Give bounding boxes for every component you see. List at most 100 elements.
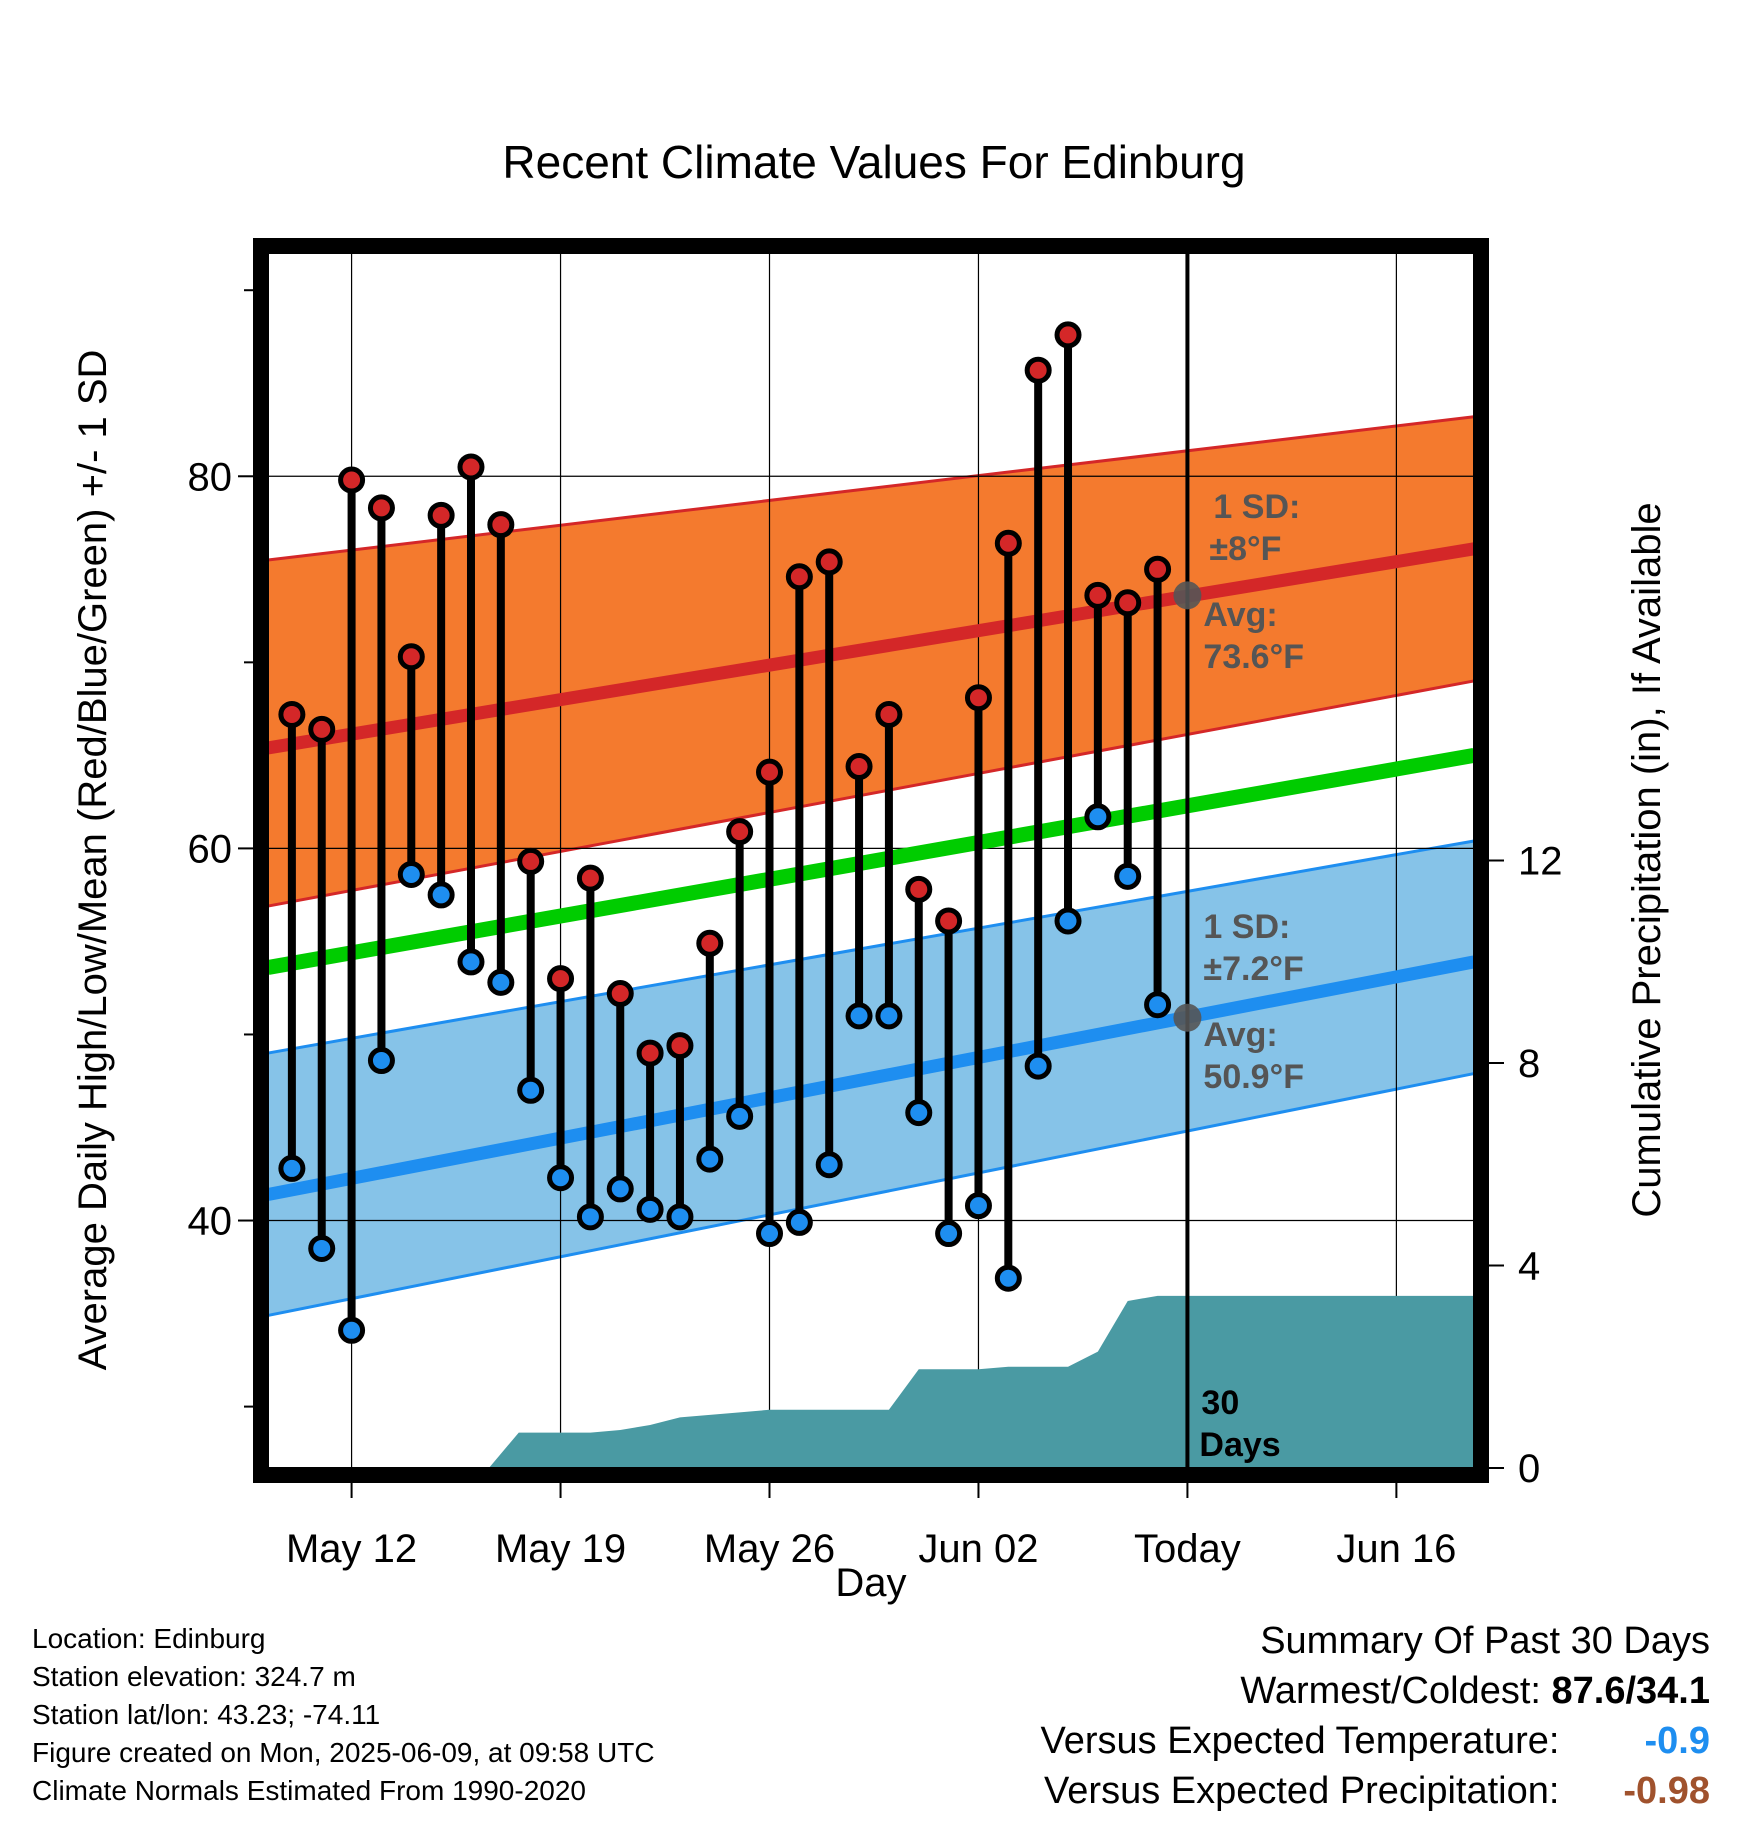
high-point [726,818,754,846]
low-point [666,1203,694,1231]
y-right-tick-label: 8 [1518,1042,1540,1086]
warm-cold-value: 87.6/34.1 [1551,1670,1710,1712]
y-left-axis-label: Average Daily High/Low/Mean (Red/Blue/Gr… [71,350,115,1371]
low-avg-label: Avg: [1203,1016,1277,1054]
high-point [756,758,784,786]
summary-warm-cold: Warmest/Coldest: 87.6/34.1 [1240,1670,1710,1713]
latlon-text: Station lat/lon: 43.23; -74.11 [32,1699,381,1730]
station-info: Location: Edinburg Station elevation: 32… [32,1620,655,1810]
low-point [547,1164,575,1192]
low-normal-line [266,955,1476,1201]
low-point [756,1220,784,1248]
observation-dots [278,321,1172,1344]
summary-title: Summary Of Past 30 Days [1260,1620,1710,1662]
low-point [726,1102,754,1130]
low-point [427,881,455,909]
y-right-tick-label: 0 [1518,1447,1540,1491]
high-point [338,466,366,494]
high-point [815,548,843,576]
x-tick-label: May 26 [704,1527,835,1571]
high-point [427,501,455,529]
y-left-tick-label: 60 [188,827,233,871]
low-point [278,1154,306,1182]
observation-stems [287,334,1162,1331]
high-avg-value: 73.6°F [1203,638,1304,676]
low-point [517,1076,545,1104]
low-point [636,1195,664,1223]
low-point [1024,1052,1052,1080]
low-sd-band-lower-edge [267,1072,1475,1317]
low-point [576,1203,604,1231]
location-text: Location: Edinburg [32,1623,266,1654]
low-avg-marker [1173,1003,1202,1032]
elevation-text: Station elevation: 324.7 m [32,1661,356,1692]
high-point [1054,321,1082,349]
high-point [1024,356,1052,384]
high-point [457,453,485,481]
y-left-tick-label: 40 [188,1200,233,1244]
chart-title: Recent Climate Values For Edinburg [502,136,1245,188]
low-point [815,1151,843,1179]
high-point [517,847,545,875]
low-point [397,860,425,888]
low-point [994,1264,1022,1292]
low-point [367,1047,395,1075]
high-point [785,563,813,591]
low-point [964,1192,992,1220]
plot-frame [253,238,1489,1483]
y-left-tick-label: 80 [188,455,233,499]
low-point [785,1208,813,1236]
high-point [1144,555,1172,583]
high-point [994,529,1022,557]
warm-cold-label: Warmest/Coldest: [1240,1670,1541,1712]
x-tick-label: Jun 16 [1336,1527,1456,1571]
low-point [1054,907,1082,935]
low-point [308,1234,336,1262]
low-point [905,1099,933,1127]
temp-value: -0.9 [1644,1720,1710,1762]
high-avg-label: Avg: [1203,596,1277,634]
high-point [576,864,604,892]
precip-value: -0.98 [1623,1770,1710,1812]
days-count: 30 [1201,1384,1239,1422]
summary-precipitation: Versus Expected Precipitation: -0.98 [1044,1770,1710,1813]
high-point [278,700,306,728]
low-sd-band-upper-edge [267,839,1475,1055]
climate-chart: Recent Climate Values For Edinburg 1 SD:… [71,136,1669,1605]
high-point [1084,581,1112,609]
annotations: 1 SD: ±8°F Avg: 73.6°F 1 SD: ±7.2°F Avg: 50.9°F… [1173,488,1304,1464]
high-point [666,1032,694,1060]
summary-temperature: Versus Expected Temperature: -0.9 [1041,1720,1710,1763]
days-label: Days [1199,1426,1280,1464]
x-axis-label: Day [835,1561,906,1605]
high-point [547,965,575,993]
high-point [367,494,395,522]
high-point [397,643,425,671]
low-point [935,1220,963,1248]
high-sd-band [268,416,1474,907]
high-sd-label: 1 SD: [1213,488,1300,526]
high-point [905,875,933,903]
high-point [845,753,873,781]
axes: 40 60 80 0 4 8 12 May 12 May 19 May 26 Jun 02 Today… [71,289,1669,1605]
high-point [606,980,634,1008]
high-point [964,684,992,712]
precipitation-area [268,1295,1474,1468]
high-point [487,511,515,539]
x-tick-label: May 12 [286,1527,417,1571]
high-point [308,715,336,743]
low-point [1084,803,1112,831]
low-point [457,948,485,976]
created-text: Figure created on Mon, 2025-06-09, at 09… [32,1737,655,1768]
y-right-tick-label: 4 [1518,1245,1540,1289]
high-point [935,907,963,935]
high-point [875,700,903,728]
low-point [875,1002,903,1030]
low-point [696,1145,724,1173]
normals-text: Climate Normals Estimated From 1990-2020 [32,1775,586,1806]
low-point [1114,862,1142,890]
high-point [1114,589,1142,617]
x-tick-label: Jun 02 [918,1527,1038,1571]
temp-label: Versus Expected Temperature: [1040,1720,1560,1762]
low-point [1144,991,1172,1019]
